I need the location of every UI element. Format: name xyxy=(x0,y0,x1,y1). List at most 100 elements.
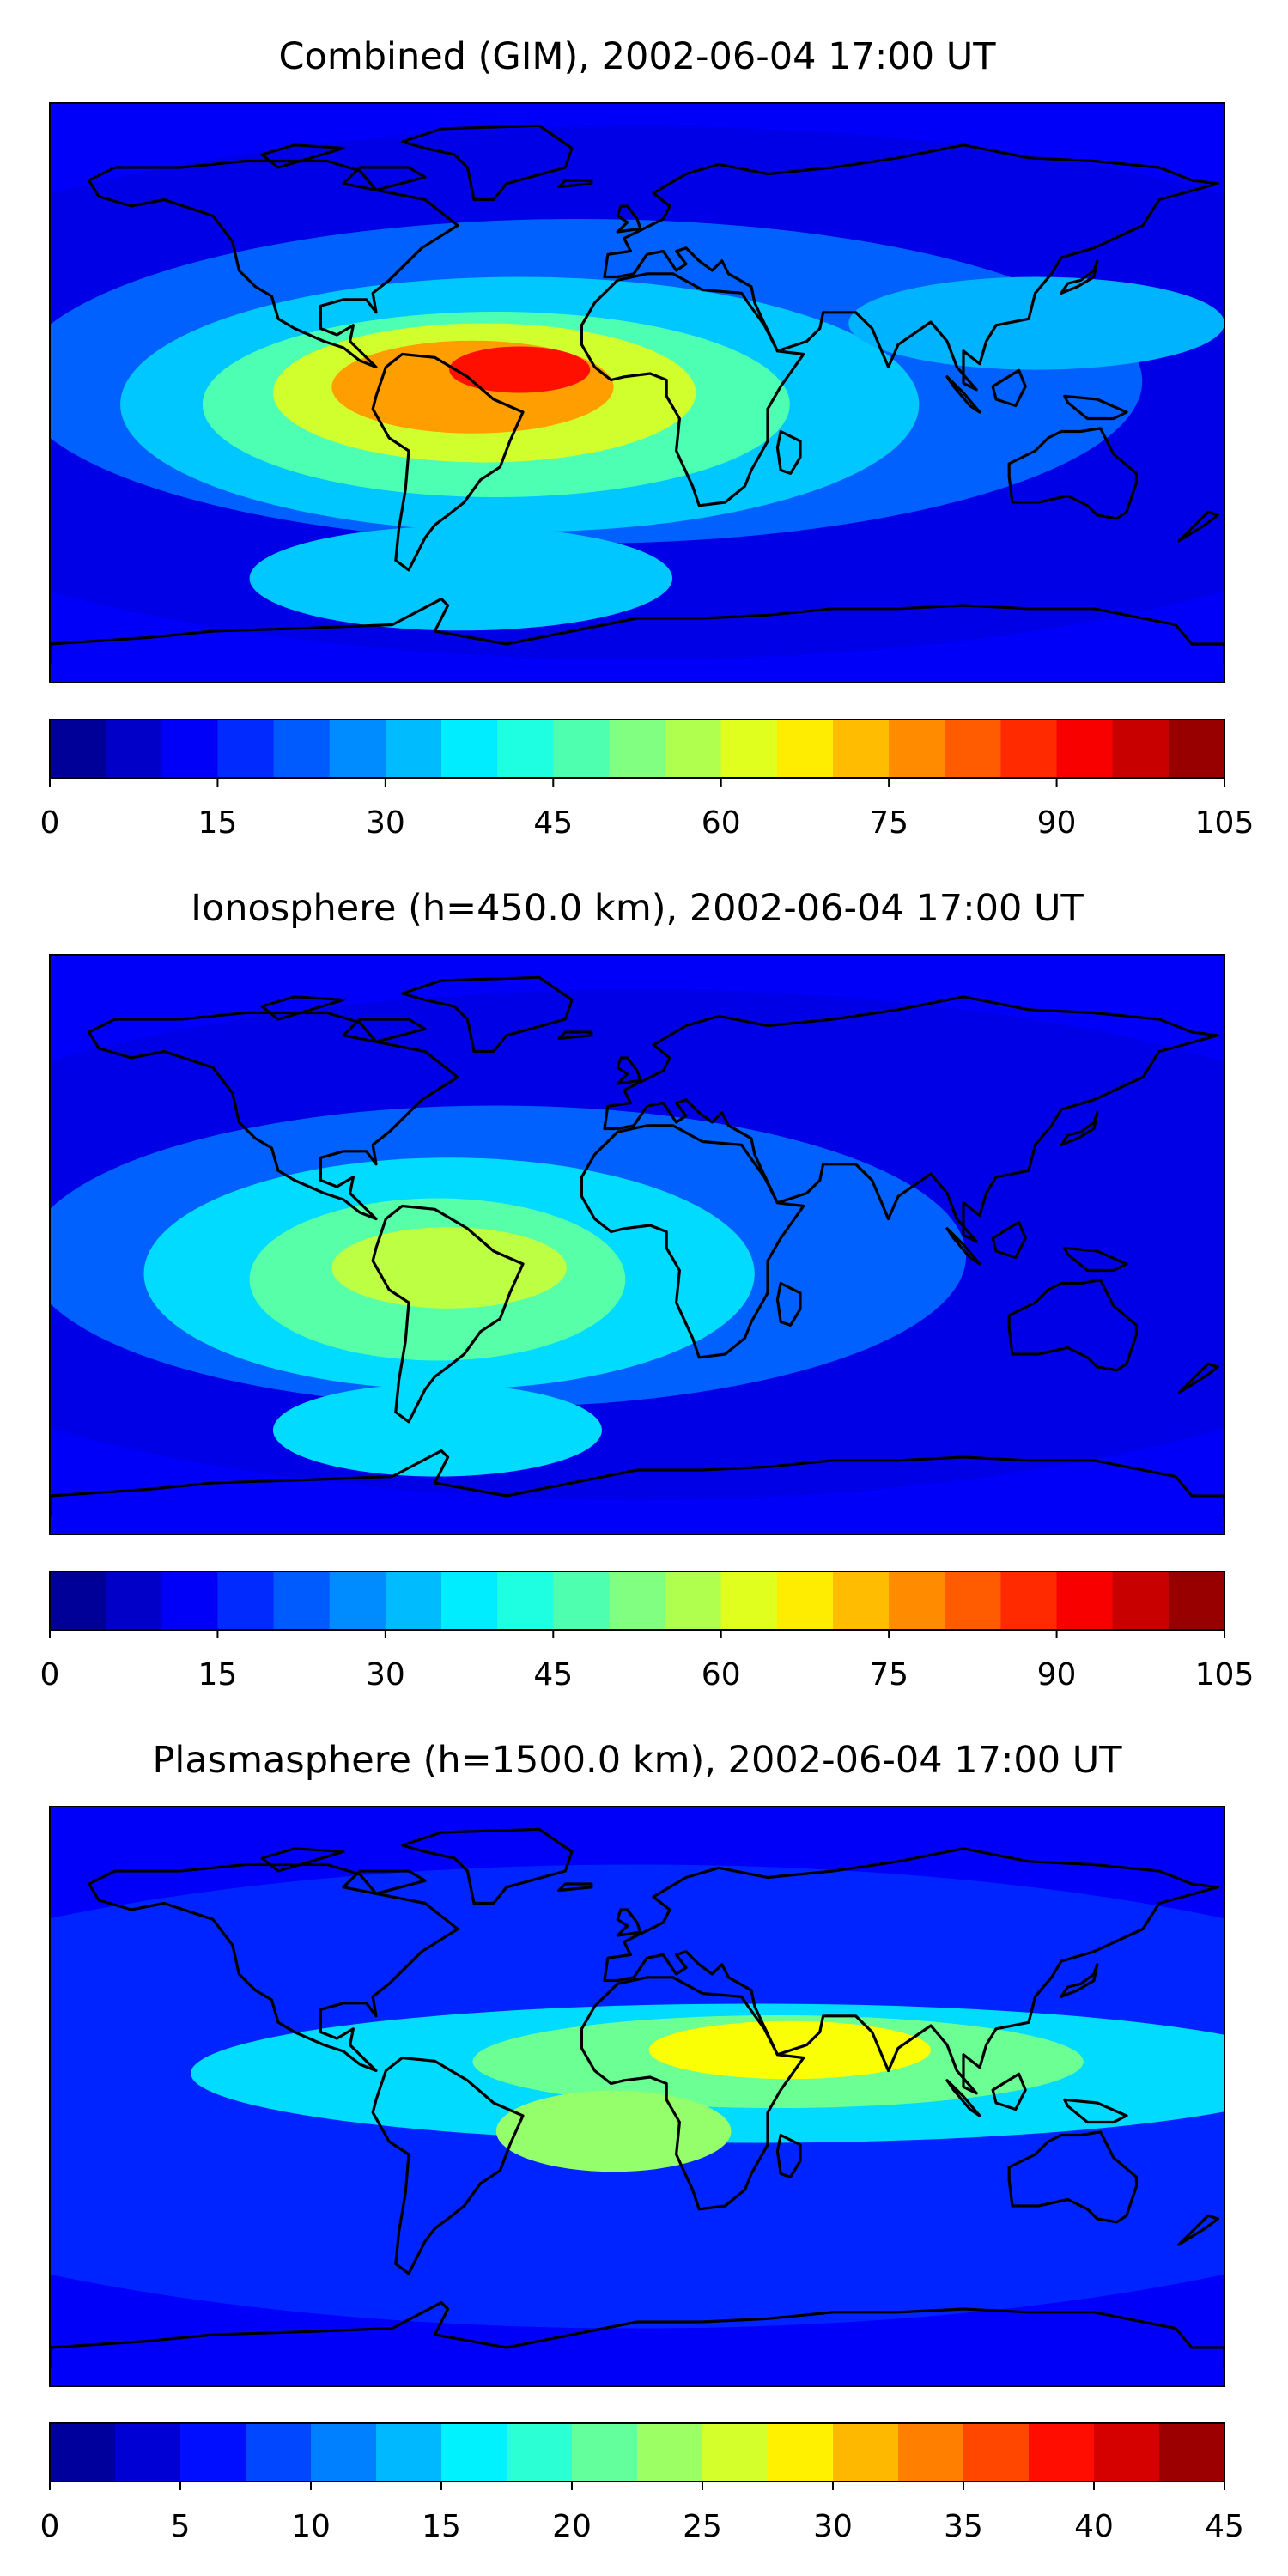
coastline-16 xyxy=(1063,394,1128,421)
colorbar-segment xyxy=(945,1571,1002,1630)
colorbar-segment xyxy=(50,2423,116,2482)
contour-level-7 xyxy=(449,346,591,393)
colorbar-segment xyxy=(889,1571,945,1630)
colorbar-segment xyxy=(1112,1571,1170,1630)
colorbar-tick-label: 75 xyxy=(869,1657,908,1692)
coastline-16 xyxy=(1063,1246,1128,1273)
coastline-17 xyxy=(991,2072,1027,2111)
colorbar-frame xyxy=(49,719,1225,779)
coastline-9 xyxy=(1060,1963,1099,1998)
colorbar-segment xyxy=(609,720,666,778)
coastline-10 xyxy=(945,2079,981,2117)
colorbar-tick-label: 75 xyxy=(869,805,908,841)
colorbar-segment xyxy=(702,2423,769,2482)
contour-level-9 xyxy=(249,526,673,631)
coastlines xyxy=(50,124,1224,665)
colorbar-tick-label: 30 xyxy=(366,805,405,841)
coastline-14 xyxy=(260,1847,345,1873)
map-panel-1: Combined (GIM), 2002-06-04 17:00 UT 0 15 30… xyxy=(40,35,1255,841)
coastline-6 xyxy=(50,597,1224,665)
colorbar-segment xyxy=(553,1571,611,1630)
colorbar-tick-label: 90 xyxy=(1037,1657,1077,1692)
colorbar-tick-label: 0 xyxy=(40,2509,60,2544)
colorbar-tick-label: 15 xyxy=(422,2509,461,2544)
colorbar-segment xyxy=(720,1571,778,1630)
colorbar-segment xyxy=(441,720,498,778)
colorbar-segment xyxy=(497,1571,554,1630)
coastline-15 xyxy=(1177,510,1219,543)
coastline-13 xyxy=(342,1018,427,1043)
contour-field xyxy=(50,103,1224,683)
coastline-3 xyxy=(580,272,805,507)
colorbar-tick-label: 45 xyxy=(533,805,573,841)
colorbar-tick-label: 105 xyxy=(1195,805,1255,841)
colorbar-segment xyxy=(572,2423,638,2482)
colorbar-segment xyxy=(376,2423,442,2482)
colorbar-segment xyxy=(161,1571,219,1630)
colorbar-tick-label: 0 xyxy=(40,805,60,841)
colorbar-tick-label: 90 xyxy=(1037,805,1077,841)
colorbar-tick-label: 60 xyxy=(702,805,741,841)
coastline-4 xyxy=(603,995,1219,1243)
colorbar-tick-label: 20 xyxy=(552,2509,592,2544)
colorbar-segment xyxy=(637,2423,703,2482)
colorbar: 0 15 30 45 60 75 90 105 xyxy=(40,719,1255,841)
panel-title: Ionosphere (h=450.0 km), 2002-06-04 17:0… xyxy=(191,887,1084,930)
colorbar-segment xyxy=(441,1571,498,1630)
colorbar-segment xyxy=(385,1571,442,1630)
contour-level-8 xyxy=(848,276,1224,370)
colorbar-segment xyxy=(497,720,554,778)
colorbar-segment xyxy=(768,2423,834,2482)
colorbar-segment xyxy=(180,2423,246,2482)
colorbar-segment xyxy=(161,720,219,778)
colorbar-segment xyxy=(50,720,106,778)
coastline-15 xyxy=(1177,1362,1219,1394)
coastline-5 xyxy=(1007,427,1138,520)
coastline-8 xyxy=(616,1056,642,1085)
colorbar-segment xyxy=(1000,1571,1058,1630)
colorbar-tick-label: 5 xyxy=(171,2509,191,2544)
contour-field xyxy=(50,955,1224,1534)
coastline-3 xyxy=(580,1124,805,1359)
contour-field xyxy=(50,1807,1224,2386)
colorbar-tick-label: 0 xyxy=(40,1657,60,1692)
colorbar-tick-label: 15 xyxy=(198,805,238,841)
map-frame xyxy=(49,954,1225,1535)
coastline-9 xyxy=(1060,259,1099,295)
colorbar-tick-label: 35 xyxy=(944,2509,983,2544)
coastline-3 xyxy=(580,1976,805,2211)
colorbar-segment xyxy=(1168,720,1225,778)
colorbar-segment xyxy=(776,720,834,778)
contour-level-6 xyxy=(272,1383,602,1477)
colorbar-segment xyxy=(833,2423,899,2482)
colorbar-tick-label: 10 xyxy=(291,2509,331,2544)
colorbar-segment xyxy=(1112,720,1170,778)
colorbar-segment xyxy=(889,720,945,778)
colorbar-segment xyxy=(833,1571,890,1630)
colorbar: 0 5 10 15 20 25 30 35 40 45 xyxy=(40,2422,1244,2544)
coastline-11 xyxy=(557,1882,593,1893)
coastline-4 xyxy=(603,143,1219,392)
colorbar-segment xyxy=(609,1571,666,1630)
coastline-5 xyxy=(1007,1279,1138,1372)
colorbar-tick-label: 40 xyxy=(1074,2509,1114,2544)
coastline-10 xyxy=(945,375,981,414)
coastline-12 xyxy=(775,1281,802,1327)
colorbar-segment xyxy=(329,720,386,778)
colorbar-segment xyxy=(720,720,778,778)
coastline-16 xyxy=(1063,2098,1128,2124)
coastlines xyxy=(50,1827,1224,2369)
coastline-11 xyxy=(557,1030,593,1041)
colorbar-tick-label: 30 xyxy=(813,2509,853,2544)
colorbar-tick-label: 30 xyxy=(366,1657,405,1692)
coastline-14 xyxy=(260,995,345,1021)
colorbar-tick-label: 25 xyxy=(683,2509,722,2544)
colorbar-segment xyxy=(1029,2423,1095,2482)
coastline-11 xyxy=(557,179,593,189)
map-frame xyxy=(49,102,1225,683)
colorbar-frame xyxy=(49,2422,1225,2482)
coastline-8 xyxy=(616,1908,642,1937)
map-panel-2: Ionosphere (h=450.0 km), 2002-06-04 17:0… xyxy=(40,887,1255,1692)
colorbar-tick-label: 60 xyxy=(702,1657,741,1692)
